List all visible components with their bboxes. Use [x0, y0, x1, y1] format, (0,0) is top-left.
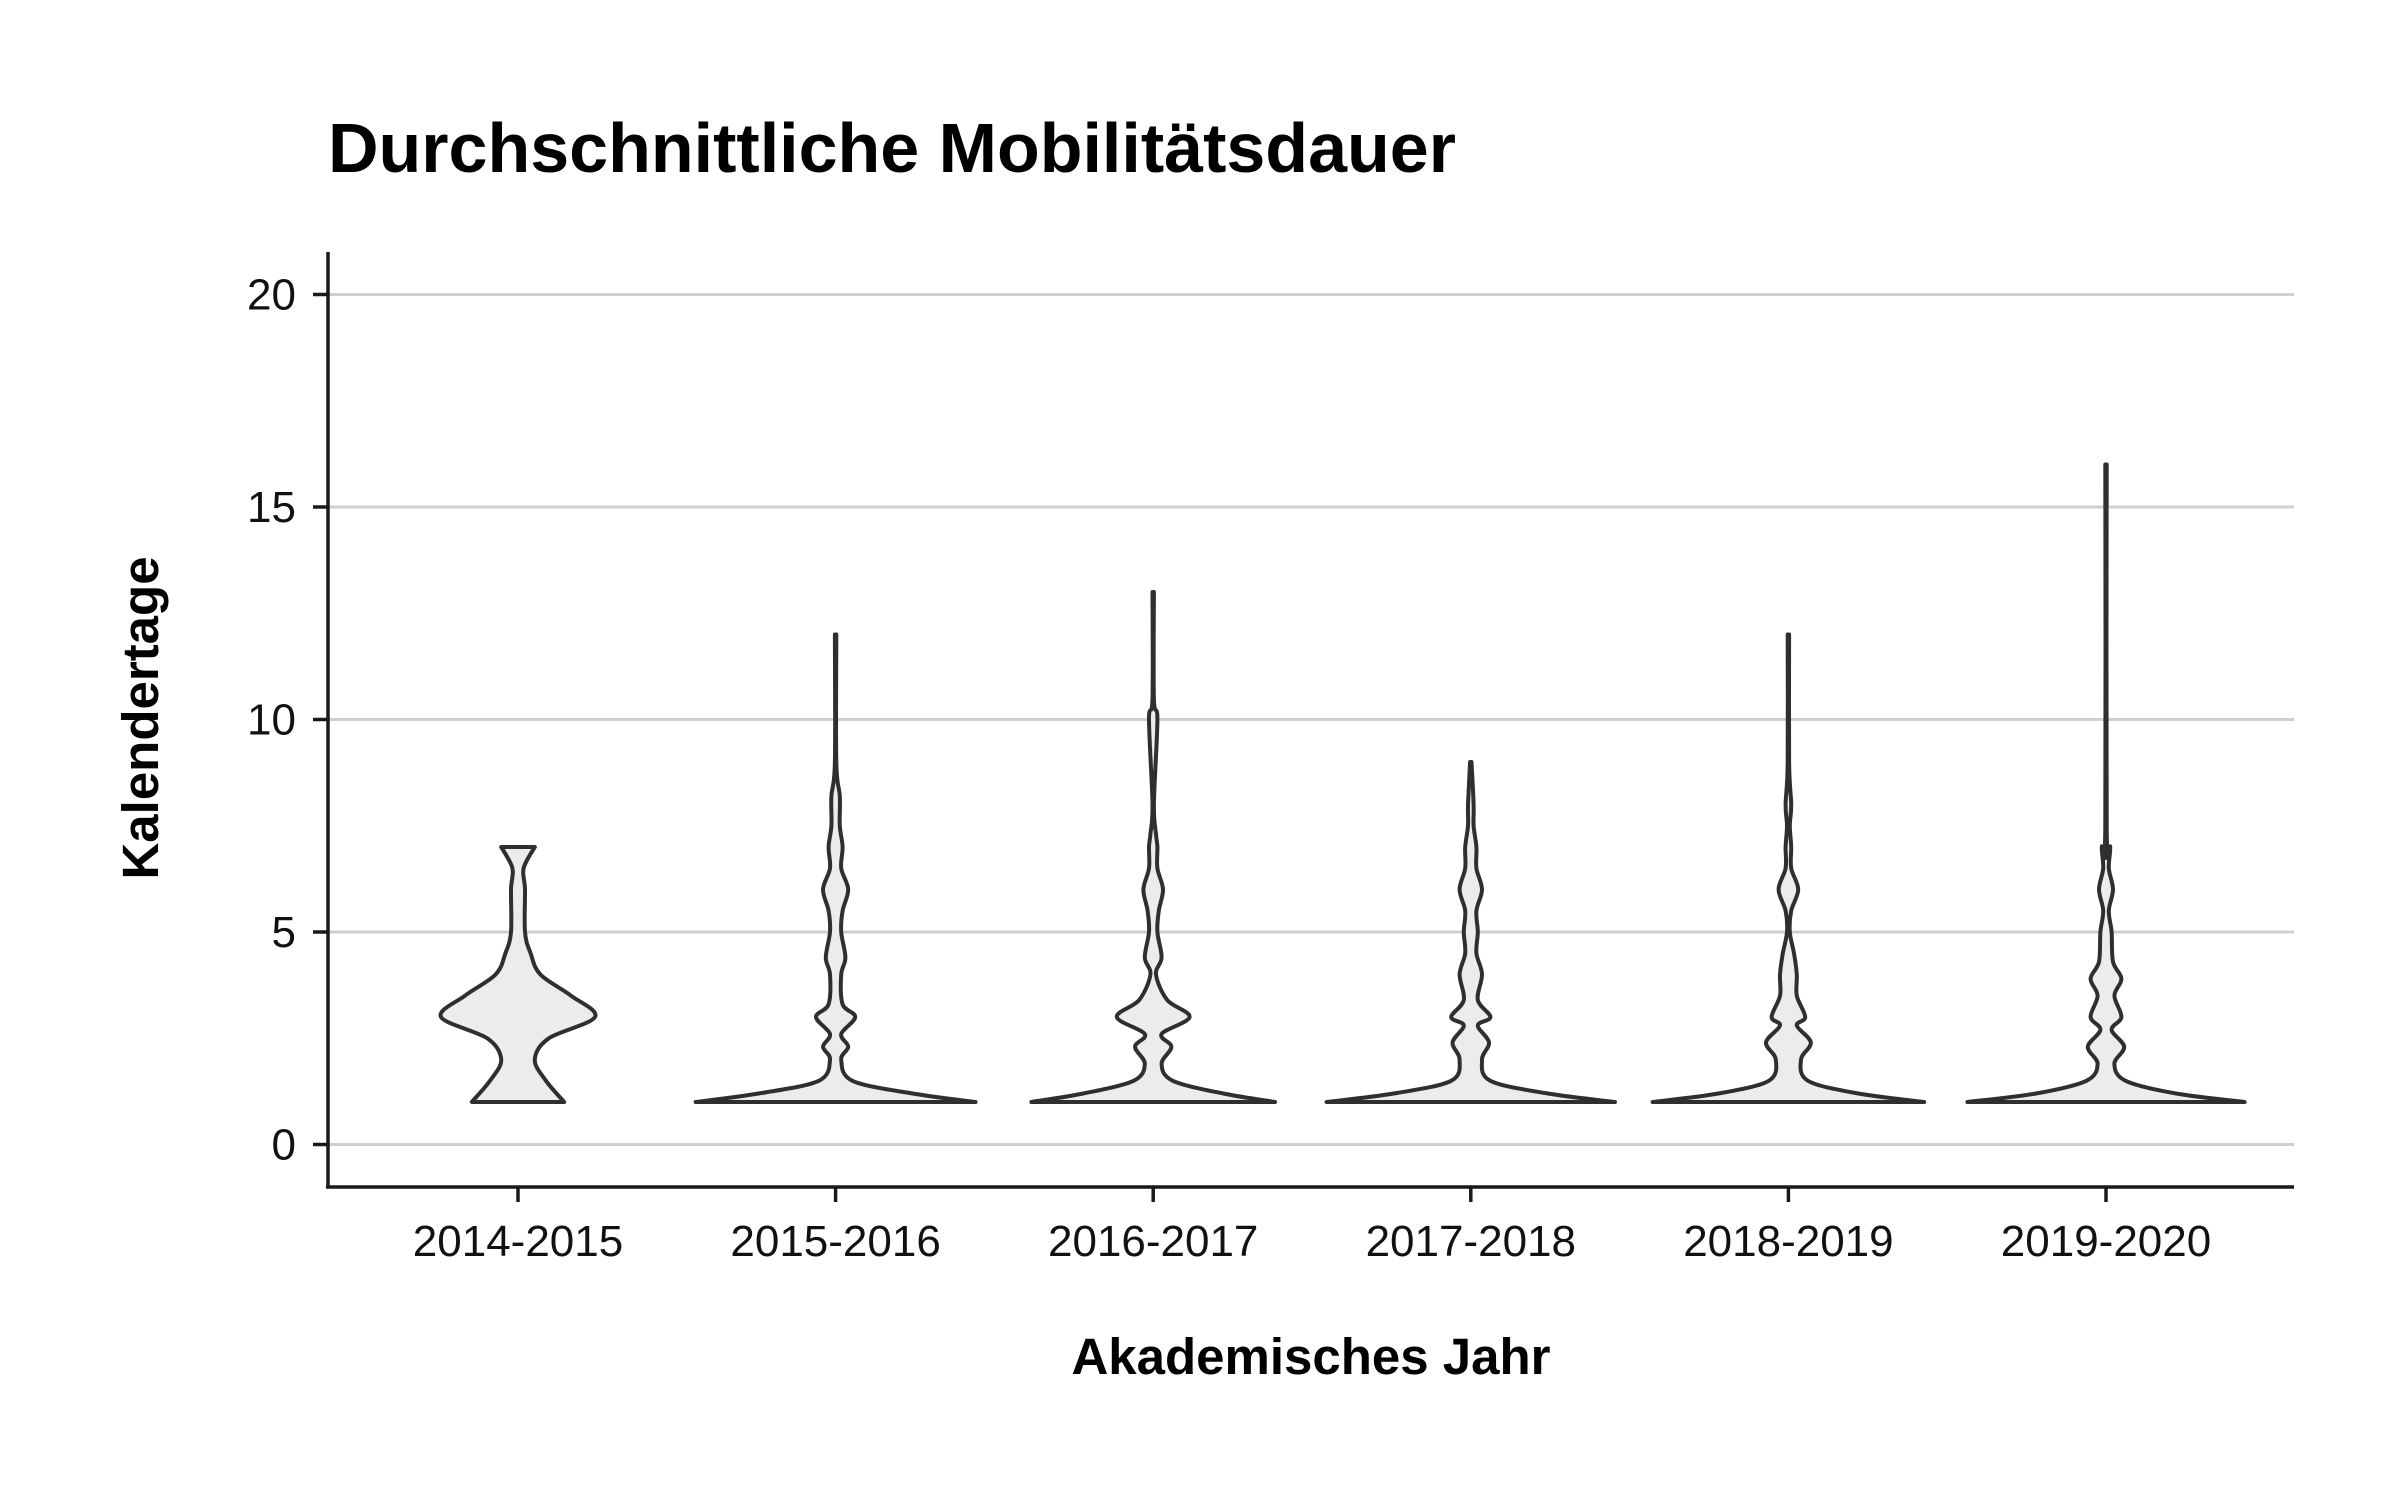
violin-2014-2015 [438, 845, 598, 1104]
x-tick-label-2017-2018: 2017-2018 [1366, 1217, 1576, 1266]
chart-title: Durchschnittliche Mobilitätsdauer [328, 109, 1456, 187]
violins [438, 462, 2247, 1104]
y-tick-label-0: 0 [272, 1121, 296, 1170]
gridlines [328, 293, 2294, 1146]
x-tick-label-2016-2017: 2016-2017 [1048, 1217, 1258, 1266]
violin-2019-2020 [1965, 462, 2247, 1104]
x-tick-label-2014-2015: 2014-2015 [413, 1217, 623, 1266]
x-tick-label-2015-2016: 2015-2016 [730, 1217, 940, 1266]
x-axis-title: Akademisches Jahr [1071, 1328, 1550, 1385]
x-axis-ticks: 2014-2015 2015-2016 2016-2017 2017-2018 2018… [413, 1187, 2211, 1266]
violin-2016-2017 [1029, 590, 1277, 1104]
y-tick-label-15: 15 [247, 483, 296, 532]
y-axis-ticks: 0 5 10 15 20 [247, 271, 328, 1170]
violin-2017-2018 [1324, 760, 1617, 1104]
y-tick-label-20: 20 [247, 271, 296, 320]
x-tick-label-2018-2019: 2018-2019 [1683, 1217, 1893, 1266]
violin-2015-2016 [693, 632, 978, 1104]
y-tick-label-10: 10 [247, 696, 296, 745]
y-axis-title: Kalendertage [112, 556, 169, 879]
x-tick-label-2019-2020: 2019-2020 [2001, 1217, 2211, 1266]
y-tick-label-5: 5 [272, 908, 296, 957]
violin-2018-2019 [1650, 632, 1927, 1104]
